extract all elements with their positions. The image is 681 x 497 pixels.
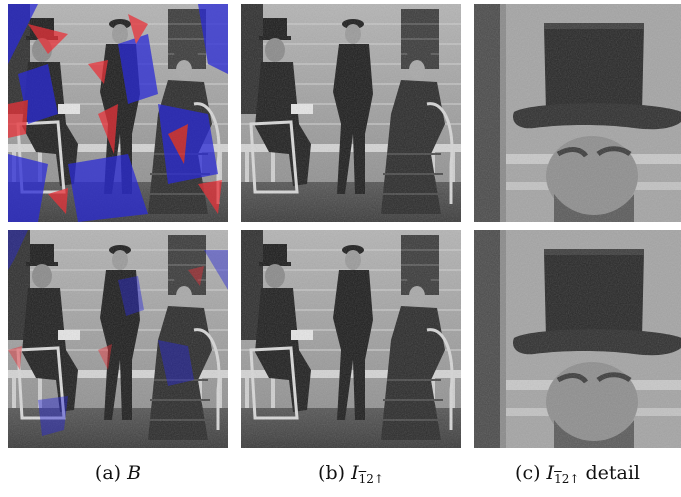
panel-b-bottom-image (241, 230, 461, 448)
panel-a-bottom-image (8, 230, 228, 448)
panel-b-top-image (241, 4, 461, 222)
caption-b-sub-rest: 2↑ (366, 472, 384, 486)
caption-b-label: (b) (318, 462, 352, 484)
caption-b: (b) I12↑ (241, 458, 461, 488)
caption-c-label: (c) (515, 462, 547, 484)
caption-a-var: B (127, 462, 142, 484)
panel-a-top-image (8, 4, 228, 222)
panel-c-bottom-detail (474, 230, 681, 448)
caption-b-sub-bar: 1 (358, 472, 367, 486)
caption-a: (a) B (8, 458, 228, 488)
caption-c-suffix: detail (579, 462, 640, 484)
panel-c-top-detail (474, 4, 681, 222)
caption-c: (c) I12↑ detail (474, 458, 681, 488)
caption-c-var: I (546, 462, 555, 484)
caption-b-var: I (351, 462, 359, 484)
caption-a-label: (a) (94, 462, 128, 484)
caption-c-sub-rest: 2↑ (561, 472, 580, 486)
caption-c-sub-bar: 1 (554, 472, 562, 486)
